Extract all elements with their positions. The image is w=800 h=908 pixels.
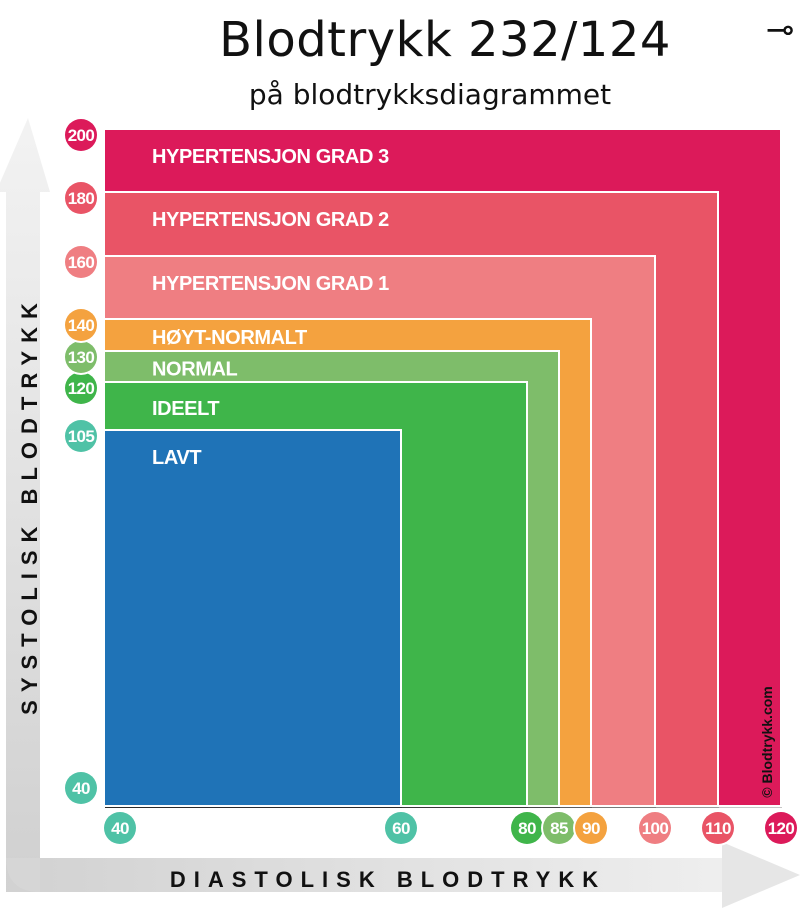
tick-badge (65, 420, 97, 452)
x-tick-80: 80 (509, 810, 545, 846)
tick-badge (65, 772, 97, 804)
y-tick-40: 40 (63, 770, 99, 806)
tick-label: 90 (582, 819, 600, 838)
x-tick-110: 110 (700, 810, 736, 846)
tick-label: 100 (642, 819, 669, 838)
x-tick-60: 60 (383, 810, 419, 846)
zone-label: IDEELT (152, 398, 219, 420)
tick-badge (65, 119, 97, 151)
y-tick-130: 130 (63, 339, 99, 375)
tick-badge (702, 812, 734, 844)
tick-label: 110 (705, 819, 731, 838)
zone-label: HYPERTENSJON GRAD 2 (152, 209, 389, 231)
tick-badge (65, 182, 97, 214)
x-tick-100: 100 (637, 810, 673, 846)
tick-label: 200 (68, 126, 95, 145)
tick-label: 140 (68, 316, 95, 335)
tick-label: 85 (550, 819, 568, 838)
y-tick-105: 105 (63, 418, 99, 454)
tick-badge (575, 812, 607, 844)
tick-label: 60 (392, 819, 410, 838)
tick-badge (765, 812, 797, 844)
tick-badge (385, 812, 417, 844)
zone-lavt (103, 429, 402, 807)
x-tick-85: 85 (541, 810, 577, 846)
y-tick-140: 140 (63, 307, 99, 343)
zone-label: LAVT (152, 447, 201, 469)
tick-badge (65, 341, 97, 373)
tick-label: 120 (768, 819, 795, 838)
x-tick-90: 90 (573, 810, 609, 846)
y-ticks-group: 40 105 120 130 140 160 180 200 (63, 117, 99, 806)
zone-label: HØYT-NORMALT (152, 327, 307, 349)
tick-label: 40 (72, 779, 90, 798)
x-axis-title: DIASTOLISK BLODTRYKK (170, 867, 606, 892)
page-title: Blodtrykk 232/124 (219, 12, 671, 68)
tick-label: 180 (68, 189, 95, 208)
zone-label: HYPERTENSJON GRAD 1 (152, 273, 389, 295)
watermark: © Blodtrykk.com (759, 686, 775, 797)
tick-label: 80 (518, 819, 536, 838)
y-tick-200: 200 (63, 117, 99, 153)
tick-badge (511, 812, 543, 844)
tick-label: 160 (68, 253, 95, 272)
tick-badge (65, 309, 97, 341)
tick-label: 40 (111, 819, 129, 838)
axis-arrow (0, 118, 800, 908)
y-tick-180: 180 (63, 180, 99, 216)
tick-badge (104, 812, 136, 844)
corner-symbol-icon: ⊸ (766, 10, 795, 50)
x-tick-120: 120 (763, 810, 799, 846)
zone-labels-group: HYPERTENSJON GRAD 3 HYPERTENSJON GRAD 2 HY… (152, 146, 390, 469)
page-subtitle: på blodtrykksdiagrammet (248, 78, 612, 111)
zone-label: HYPERTENSJON GRAD 3 (152, 146, 389, 168)
x-ticks-group: 40 60 80 85 90 100 110 120 (102, 810, 799, 846)
tick-badge (65, 246, 97, 278)
tick-label: 130 (68, 348, 95, 367)
y-tick-160: 160 (63, 244, 99, 280)
tick-label: 105 (68, 427, 95, 446)
tick-label: 120 (68, 379, 95, 398)
tick-badge (543, 812, 575, 844)
y-tick-120: 120 (63, 370, 99, 406)
zone-label: NORMAL (152, 359, 238, 381)
tick-badge (639, 812, 671, 844)
y-axis-title: SYSTOLISK BLODTRYKK (17, 295, 42, 715)
tick-badge (65, 372, 97, 404)
x-tick-40: 40 (102, 810, 138, 846)
zones-group (103, 128, 782, 808)
